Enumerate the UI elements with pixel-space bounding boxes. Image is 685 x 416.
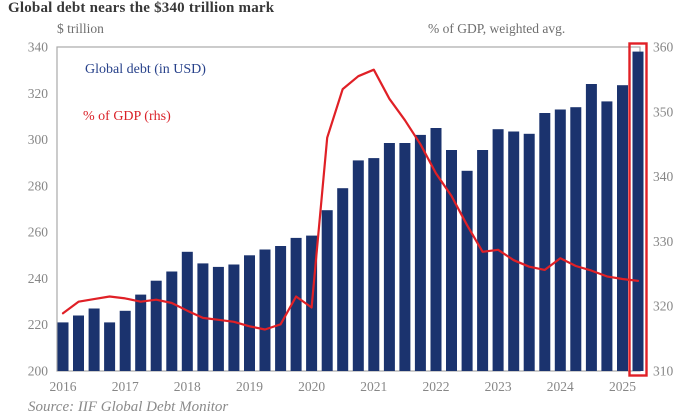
bar-2017Q3 — [150, 280, 162, 371]
left-tick-300: 300 — [28, 132, 49, 147]
bar-2017Q4 — [166, 271, 178, 371]
left-axis-unit-label: $ trillion — [57, 21, 104, 36]
bar-2021Q2 — [383, 143, 395, 371]
bar-2025Q1 — [617, 85, 628, 371]
bar-2023Q2 — [508, 131, 520, 371]
bar-2016Q4 — [104, 322, 116, 371]
left-tick-280: 280 — [28, 178, 49, 193]
bar-2018Q4 — [228, 264, 240, 371]
source-note: Source: IIF Global Debt Monitor — [28, 399, 229, 415]
bar-2016Q1 — [57, 322, 69, 371]
x-label-2020: 2020 — [298, 379, 325, 394]
bar-2019Q2 — [259, 249, 271, 371]
left-tick-200: 200 — [28, 364, 49, 379]
highlight-box — [628, 42, 648, 377]
left-tick-240: 240 — [28, 271, 49, 286]
chart-title: Global debt nears the $340 trillion mark — [8, 0, 275, 16]
bar-2020Q4 — [352, 160, 364, 371]
right-tick-350: 350 — [653, 104, 674, 119]
left-tick-220: 220 — [28, 317, 49, 332]
bar-2016Q3 — [88, 308, 100, 371]
x-label-2021: 2021 — [360, 379, 387, 394]
left-tick-320: 320 — [28, 86, 49, 101]
gdp-line — [61, 68, 640, 331]
bar-2025Q2 — [632, 51, 644, 371]
right-tick-330: 330 — [653, 234, 674, 249]
right-axis-unit-label: % of GDP, weighted avg. — [428, 21, 566, 36]
bar-2022Q1 — [430, 128, 442, 371]
bar-2017Q1 — [119, 310, 131, 371]
bar-2024Q4 — [601, 101, 613, 372]
x-label-2025: 2025 — [609, 379, 636, 394]
right-tick-320: 320 — [653, 299, 674, 314]
bar-2022Q3 — [461, 170, 473, 371]
bar-2020Q3 — [337, 188, 349, 371]
bar-2016Q2 — [73, 315, 84, 371]
bar-2024Q2 — [570, 107, 582, 371]
bar-2023Q3 — [523, 133, 535, 371]
x-label-2022: 2022 — [423, 379, 450, 394]
bar-2021Q3 — [399, 143, 411, 371]
bar-2022Q4 — [477, 150, 489, 371]
bar-2021Q4 — [414, 134, 426, 371]
x-label-2018: 2018 — [174, 379, 201, 394]
bar-2017Q2 — [135, 294, 147, 371]
right-tick-310: 310 — [653, 364, 674, 379]
bar-2024Q3 — [585, 84, 597, 371]
right-tick-360: 360 — [653, 40, 674, 55]
left-tick-340: 340 — [28, 40, 49, 55]
x-label-2023: 2023 — [485, 379, 512, 394]
bar-2020Q2 — [321, 210, 333, 371]
legend-gdp-line: % of GDP (rhs) — [83, 109, 171, 124]
x-label-2024: 2024 — [547, 379, 574, 394]
bar-2019Q4 — [290, 237, 302, 371]
x-label-2017: 2017 — [112, 379, 139, 394]
bar-2022Q2 — [446, 150, 457, 371]
left-tick-260: 260 — [28, 225, 49, 240]
legend-global-debt: Global debt (in USD) — [85, 62, 206, 77]
bar-2019Q3 — [275, 246, 287, 371]
x-label-2019: 2019 — [236, 379, 263, 394]
x-label-2016: 2016 — [50, 379, 77, 394]
bar-2023Q4 — [539, 113, 551, 371]
bar-2019Q1 — [244, 255, 255, 371]
bar-2024Q1 — [554, 109, 566, 371]
bar-2021Q1 — [368, 158, 380, 371]
right-tick-340: 340 — [653, 169, 674, 184]
